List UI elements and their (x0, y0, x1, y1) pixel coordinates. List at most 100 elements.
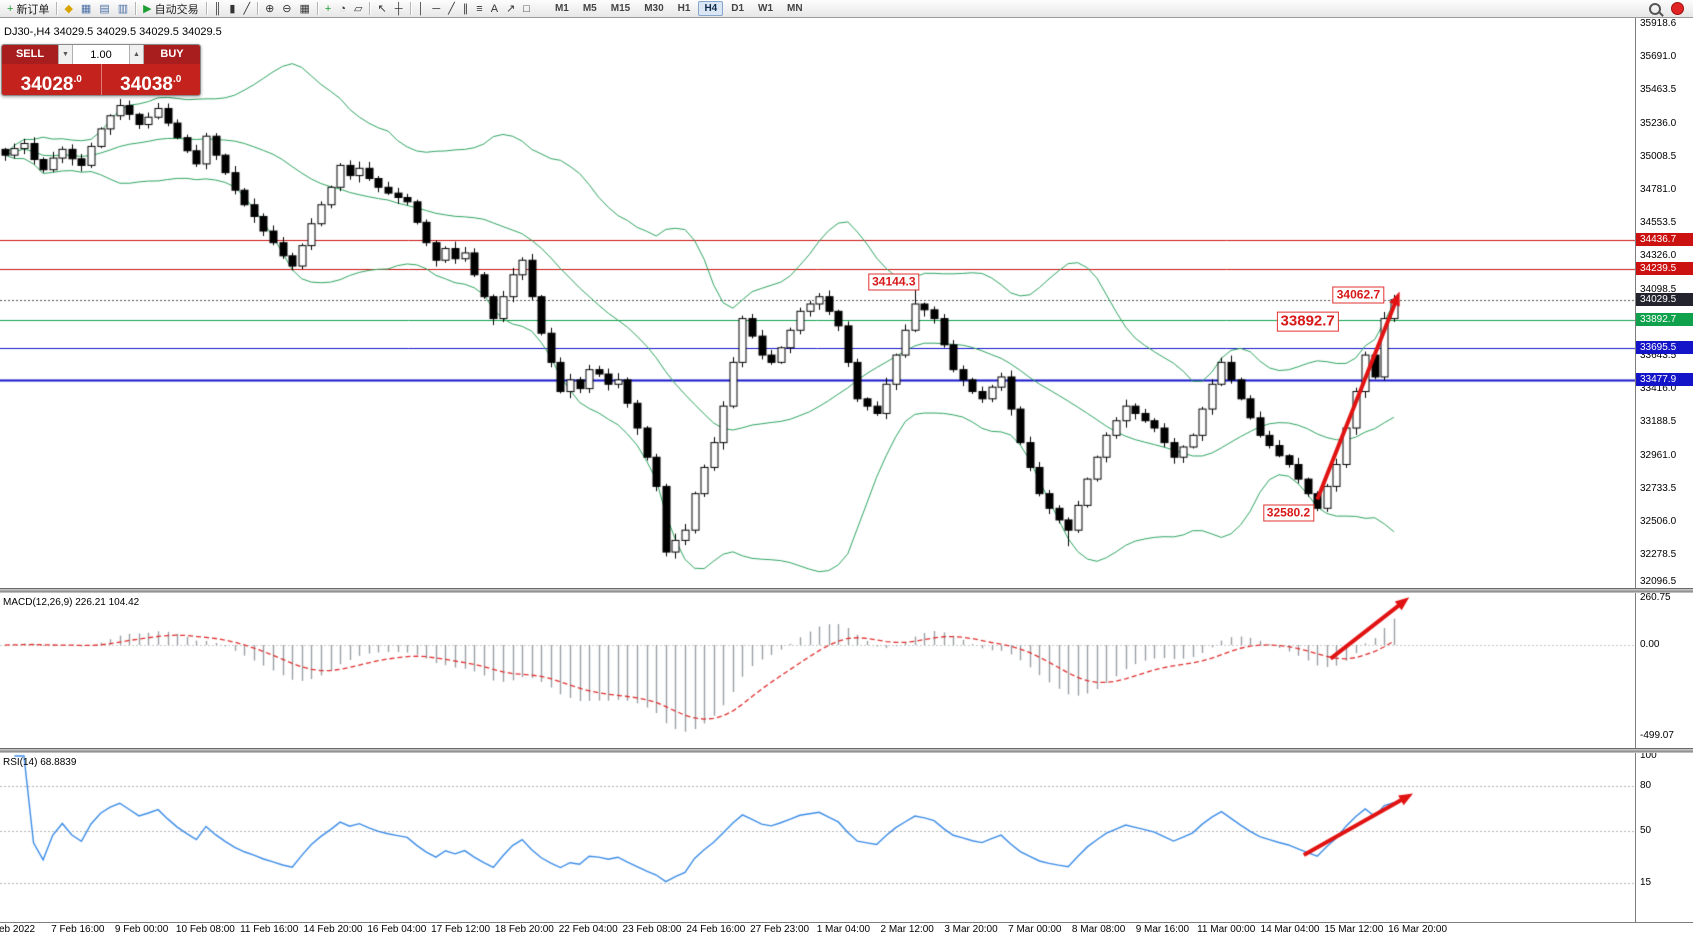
buy-price[interactable]: 34038.0 (102, 64, 201, 95)
price-axis[interactable]: 35918.6 35691.0 35463.5 35236.0 35008.5 34781… (1635, 18, 1693, 922)
arrows-tool-icon: ↗ (506, 2, 516, 15)
price-tick-label: 34553.5 (1640, 217, 1677, 228)
price-tick-label: 32278.5 (1640, 549, 1677, 560)
line-chart-button[interactable]: ╱ (239, 1, 254, 17)
price-tick-label: 32096.5 (1640, 576, 1677, 587)
auto-trading-label: 自动交易 (154, 3, 199, 16)
volume-increase-button[interactable]: ▲ (129, 45, 144, 64)
price-level-label: 33477.9 (1636, 373, 1693, 386)
horizontal-line-icon: ─ (432, 2, 441, 15)
cursor-button[interactable]: ↖ (373, 1, 390, 17)
time-axis[interactable]: Feb 2022 7 Feb 16:00 9 Feb 00:00 10 Feb 08:… (0, 922, 1693, 937)
navigator-button[interactable]: ▥ (114, 1, 132, 17)
equidistant-channel-button[interactable]: ∥ (459, 1, 473, 17)
navigator-icon: ▥ (117, 2, 129, 15)
bar-chart-button[interactable]: ║ (210, 1, 226, 17)
time-axis-label: 15 Mar 12:00 (1324, 924, 1384, 935)
time-axis-label: 24 Feb 16:00 (686, 924, 746, 935)
volume-decrease-button[interactable]: ▼ (58, 45, 73, 64)
fibonacci-button[interactable]: ≡ (472, 1, 486, 17)
zoom-in-icon: ⊕ (265, 2, 275, 15)
zoom-out-button[interactable]: ⊖ (278, 1, 295, 17)
sell-price[interactable]: 34028.0 (2, 64, 102, 95)
one-click-header-row: SELL ▼ ▲ BUY (2, 45, 200, 64)
price-level-label: 34436.7 (1636, 233, 1693, 246)
chart-canvas[interactable] (0, 18, 1635, 922)
rsi-indicator-label: RSI(14) 68.8839 (3, 757, 77, 768)
time-axis-label: 17 Feb 12:00 (431, 924, 491, 935)
toolbar-separator (56, 2, 58, 15)
price-tick-label: 34098.5 (1640, 284, 1677, 295)
text-button[interactable]: A (487, 1, 502, 17)
timeframe-m30-button[interactable]: M30 (644, 3, 664, 14)
price-tick-label: 35008.5 (1640, 151, 1677, 162)
timeframe-mn-button[interactable]: MN (787, 3, 803, 14)
crosshair-icon: ┼ (394, 2, 403, 15)
fibonacci-icon: ≡ (476, 2, 483, 15)
timeframe-h1-button[interactable]: H1 (677, 3, 691, 14)
trendline-button[interactable]: ╱ (444, 1, 459, 17)
market-watch-icon: ▦ (80, 2, 92, 15)
timeframe-m1-button[interactable]: M1 (554, 3, 569, 14)
rsi-panel-splitter[interactable] (0, 748, 1693, 753)
price-tick-label: 32733.5 (1640, 483, 1677, 494)
time-axis-label: 8 Mar 08:00 (1071, 924, 1126, 935)
toolbar-separator (316, 2, 318, 15)
timeframe-group: M1 M5 M15 M30 H1 H4 D1 W1 MN (548, 1, 810, 16)
favorites-icon: ◆ (64, 2, 73, 15)
shapes-button[interactable]: □ (519, 1, 534, 17)
price-tick-label: 32506.0 (1640, 516, 1677, 527)
toolbar: + 新订单 ◆ ▦ ▤ ▥ ▶ 自动交易 ║ ▮ ╱ ⊕ ⊖ ▦ + ◔ ▱ ↖ ┼ │ ─ ╱ ∥ ≡ A ↗ □ M1 M5 M15… (0, 0, 1693, 18)
market-watch-button[interactable]: ▦ (77, 1, 95, 17)
macd-panel-splitter[interactable] (0, 588, 1693, 593)
macd-tick-label: -499.07 (1640, 730, 1674, 741)
rsi-tick-label: 80 (1640, 780, 1652, 791)
auto-trading-button[interactable]: ▶ 自动交易 (139, 1, 202, 17)
timeframe-m5-button[interactable]: M5 (582, 3, 597, 14)
tile-windows-icon: ▦ (299, 2, 310, 15)
data-window-button[interactable]: ▤ (95, 1, 113, 17)
toolbar-separator (409, 2, 411, 15)
time-axis-label: 7 Feb 16:00 (51, 924, 105, 935)
new-order-button[interactable]: + 新订单 (3, 1, 53, 17)
price-tick-label: 34326.0 (1640, 250, 1677, 261)
auto-trading-icon: ▶ (143, 2, 152, 15)
templates-button[interactable]: ▱ (350, 1, 366, 17)
favorites-button[interactable]: ◆ (60, 1, 76, 17)
timeframe-w1-button[interactable]: W1 (758, 3, 774, 14)
tile-windows-button[interactable]: ▦ (296, 1, 314, 17)
chart-window: DJ30-,H4 34029.5 34029.5 34029.5 34029.5… (0, 18, 1693, 937)
vertical-line-button[interactable]: │ (414, 1, 429, 17)
buy-button[interactable]: BUY (144, 45, 200, 64)
timeframe-h4-button[interactable]: H4 (698, 1, 724, 16)
volume-input[interactable] (73, 45, 129, 64)
equidistant-channel-icon: ∥ (462, 2, 469, 15)
line-chart-icon: ╱ (243, 2, 251, 15)
search-icon[interactable] (1649, 2, 1661, 15)
time-axis-label: 11 Mar 00:00 (1197, 924, 1256, 935)
sell-button[interactable]: SELL (2, 45, 58, 64)
price-tick-label: 35918.6 (1640, 18, 1677, 29)
bar-chart-icon: ║ (213, 2, 222, 15)
indicators-button[interactable]: + (321, 1, 335, 17)
time-axis-label: Feb 2022 (0, 924, 36, 935)
price-level-label: 33695.5 (1636, 341, 1693, 354)
crosshair-button[interactable]: ┼ (391, 1, 407, 17)
timeframe-m15-button[interactable]: M15 (610, 3, 631, 14)
arrows-tool-button[interactable]: ↗ (502, 1, 519, 17)
buy-price-main: 34038 (120, 74, 173, 95)
caret-down-icon: ▼ (62, 51, 69, 58)
zoom-in-button[interactable]: ⊕ (261, 1, 278, 17)
price-tick-label: 33416.0 (1640, 383, 1677, 394)
templates-icon: ▱ (354, 2, 363, 15)
price-tick-label: 35691.0 (1640, 51, 1677, 62)
horizontal-line-button[interactable]: ─ (428, 1, 444, 17)
periods-button[interactable]: ◔ (335, 1, 350, 17)
alert-icon[interactable] (1671, 2, 1684, 15)
candlestick-chart-button[interactable]: ▮ (225, 1, 239, 17)
timeframe-d1-button[interactable]: D1 (731, 3, 745, 14)
time-axis-label: 3 Mar 20:00 (944, 924, 998, 935)
toolbar-separator (369, 2, 371, 15)
time-axis-label: 23 Feb 08:00 (622, 924, 682, 935)
price-tick-label: 33643.5 (1640, 350, 1677, 361)
